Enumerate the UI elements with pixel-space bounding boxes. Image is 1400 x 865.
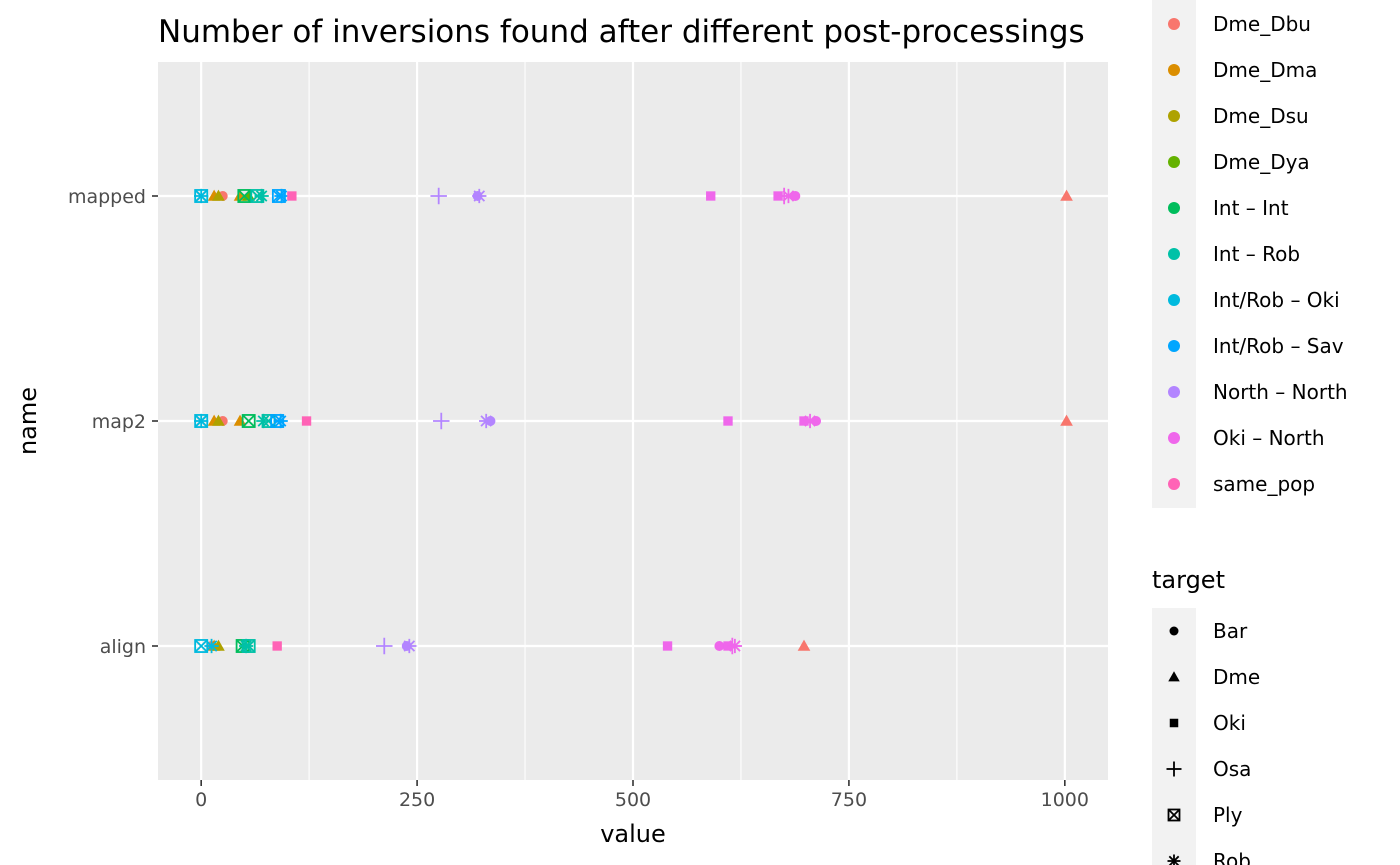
data-point bbox=[723, 416, 733, 426]
color-legend-key bbox=[1168, 156, 1180, 168]
data-point bbox=[194, 413, 209, 429]
data-point bbox=[272, 641, 282, 651]
data-point bbox=[430, 187, 447, 205]
color-legend-key bbox=[1168, 478, 1180, 490]
data-point bbox=[1060, 414, 1073, 426]
color-legend-label: Dme_Dya bbox=[1213, 150, 1310, 174]
data-point bbox=[706, 191, 716, 201]
data-point bbox=[472, 188, 487, 204]
data-point bbox=[241, 414, 256, 428]
data-point bbox=[790, 191, 801, 201]
data-point bbox=[212, 189, 225, 201]
shape-legend-label: Oki bbox=[1213, 711, 1246, 735]
data-point bbox=[433, 412, 450, 430]
data-point bbox=[204, 638, 219, 654]
shape-legend-key-background bbox=[1152, 608, 1196, 865]
data-point bbox=[714, 641, 725, 651]
data-point bbox=[273, 413, 288, 429]
shape-legend-key bbox=[1168, 671, 1180, 682]
data-point bbox=[301, 416, 312, 426]
color-legend: Dme_Dbu Dme_Dma Dme_Dsu Dme_Dya Int – Int Int… bbox=[1152, 0, 1348, 508]
shape-legend-key bbox=[1169, 626, 1179, 636]
shape-legend: target Bar Dme Oki Osa Ply Rob bbox=[1152, 566, 1260, 865]
color-legend-key bbox=[1168, 202, 1180, 214]
shape-legend-title: target bbox=[1152, 566, 1225, 594]
data-point bbox=[237, 189, 252, 203]
shape-legend-key bbox=[1166, 761, 1182, 777]
y-tick-label: align bbox=[100, 636, 146, 658]
y-tick-label: mapped bbox=[68, 186, 146, 208]
color-legend-key bbox=[1168, 64, 1180, 76]
color-legend-label: Dme_Dma bbox=[1213, 58, 1317, 82]
color-legend-key bbox=[1168, 18, 1180, 30]
data-points bbox=[194, 187, 1073, 655]
data-point bbox=[811, 416, 822, 426]
color-legend-key bbox=[1168, 294, 1180, 306]
y-tick-label: map2 bbox=[92, 411, 146, 433]
shape-legend-key bbox=[1169, 718, 1179, 728]
chart-title: Number of inversions found after differe… bbox=[158, 14, 1085, 50]
x-tick-label: 500 bbox=[615, 789, 651, 811]
shape-legend-label: Bar bbox=[1213, 619, 1248, 643]
color-legend-label: Dme_Dsu bbox=[1213, 104, 1309, 128]
shape-legend-label: Ply bbox=[1213, 803, 1243, 827]
data-point bbox=[727, 638, 743, 654]
color-legend-label: Int/Rob – Oki bbox=[1213, 288, 1340, 312]
color-legend-label: Dme_Dbu bbox=[1213, 12, 1311, 36]
color-legend-label: same_pop bbox=[1213, 472, 1315, 496]
color-legend-label: Int – Int bbox=[1213, 196, 1289, 220]
color-legend-label: North – North bbox=[1213, 380, 1348, 404]
x-tick-label: 0 bbox=[195, 789, 207, 811]
color-legend-label: Int/Rob – Sav bbox=[1213, 334, 1344, 358]
shape-legend-key bbox=[1167, 808, 1181, 822]
data-point bbox=[238, 638, 254, 654]
x-tick-label: 250 bbox=[399, 789, 435, 811]
data-point bbox=[1060, 189, 1073, 201]
y-axis-title: name bbox=[14, 387, 42, 455]
color-legend-key bbox=[1168, 432, 1180, 444]
data-point bbox=[287, 191, 297, 201]
shape-legend-key bbox=[1167, 854, 1181, 865]
data-point bbox=[274, 188, 289, 204]
x-tick-label: 1000 bbox=[1041, 789, 1089, 811]
grid-lines bbox=[158, 62, 1108, 780]
x-axis-title: value bbox=[600, 820, 666, 848]
color-legend-label: Oki – North bbox=[1213, 426, 1325, 450]
shape-legend-label: Rob bbox=[1213, 849, 1251, 865]
x-axis: 0 250 500 750 1000 bbox=[195, 780, 1089, 811]
shape-legend-label: Dme bbox=[1213, 665, 1260, 689]
data-point bbox=[212, 414, 225, 426]
data-point bbox=[250, 189, 265, 203]
color-legend-key bbox=[1168, 248, 1180, 260]
data-point bbox=[194, 188, 209, 204]
shape-legend-label: Osa bbox=[1213, 757, 1251, 781]
data-point bbox=[402, 638, 417, 654]
data-point bbox=[797, 639, 811, 651]
color-legend-key bbox=[1168, 386, 1180, 398]
color-legend-key bbox=[1168, 340, 1180, 352]
data-point bbox=[376, 637, 393, 655]
y-axis: mapped map2 align bbox=[68, 186, 158, 658]
data-point bbox=[662, 641, 673, 651]
x-tick-label: 750 bbox=[831, 789, 867, 811]
color-legend-label: Int – Rob bbox=[1213, 242, 1300, 266]
color-legend-key bbox=[1168, 110, 1180, 122]
data-point bbox=[485, 416, 496, 426]
